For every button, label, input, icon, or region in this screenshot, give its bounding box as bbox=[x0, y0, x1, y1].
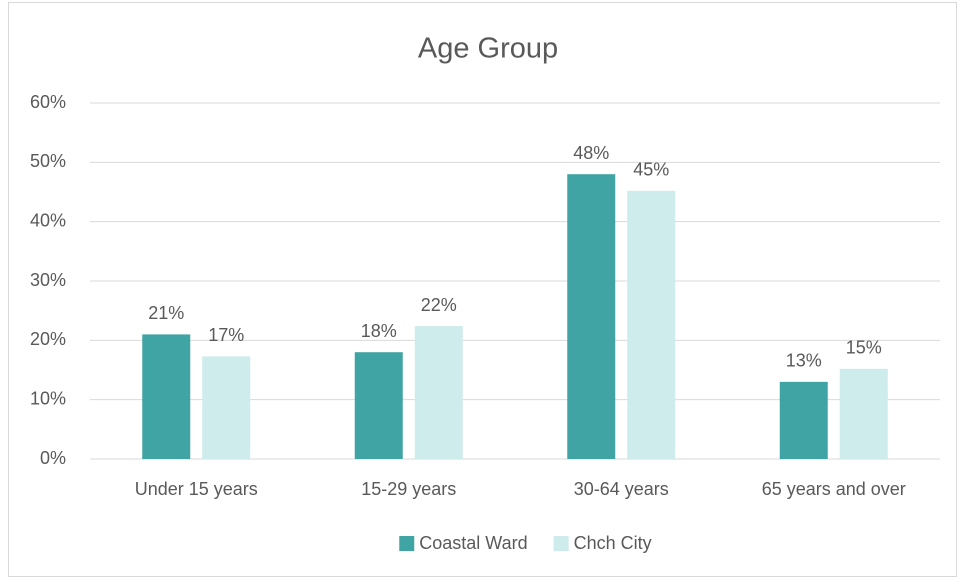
chart-title: Age Group bbox=[418, 33, 558, 65]
data-label: 13% bbox=[786, 351, 822, 371]
legend-swatch bbox=[553, 536, 569, 551]
data-label: 22% bbox=[421, 295, 457, 315]
legend-label: Chch City bbox=[574, 533, 652, 553]
bar bbox=[142, 334, 191, 459]
legend-label: Coastal Ward bbox=[419, 533, 527, 553]
bar bbox=[567, 174, 616, 459]
data-label: 48% bbox=[573, 143, 609, 163]
y-tick-label: 60% bbox=[30, 92, 66, 112]
y-tick-label: 20% bbox=[30, 329, 66, 349]
y-tick-label: 10% bbox=[30, 388, 66, 408]
y-tick-label: 50% bbox=[30, 151, 66, 171]
chart-frame bbox=[8, 2, 957, 577]
data-label: 45% bbox=[633, 160, 669, 180]
bar bbox=[354, 352, 403, 459]
bar bbox=[627, 190, 676, 459]
data-label: 15% bbox=[846, 338, 882, 358]
bar bbox=[839, 368, 888, 459]
bar bbox=[779, 381, 828, 459]
y-tick-label: 0% bbox=[40, 448, 66, 468]
x-tick-label: 30-64 years bbox=[574, 479, 669, 499]
bar bbox=[414, 326, 463, 459]
x-tick-label: Under 15 years bbox=[135, 479, 258, 499]
data-label: 21% bbox=[148, 303, 184, 323]
y-tick-label: 40% bbox=[30, 210, 66, 230]
x-tick-label: 15-29 years bbox=[361, 479, 456, 499]
y-tick-label: 30% bbox=[30, 270, 66, 290]
x-tick-label: 65 years and over bbox=[762, 479, 906, 499]
data-label: 17% bbox=[208, 325, 244, 345]
legend-swatch bbox=[399, 536, 415, 551]
bar bbox=[202, 356, 251, 459]
data-label: 18% bbox=[361, 321, 397, 341]
